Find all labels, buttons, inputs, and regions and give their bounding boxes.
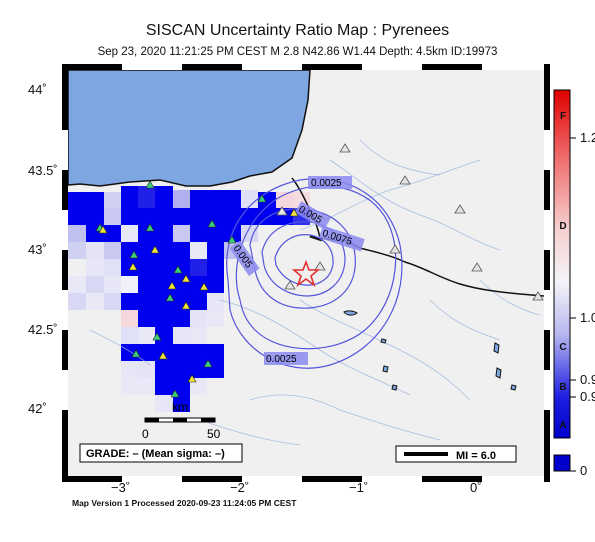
- scale-end-label: 50: [207, 427, 221, 441]
- uncertainty-grid: [68, 186, 310, 412]
- grade-text: GRADE: – (Mean sigma: –): [86, 448, 225, 460]
- contour-lines: [226, 178, 403, 369]
- grade-box: [79, 443, 243, 463]
- scale-start-label: 0: [142, 427, 149, 441]
- colorbar-value-0: 0: [580, 463, 588, 478]
- map-title: SISCAN Uncertainty Ratio Map : Pyrenees: [145, 22, 450, 39]
- colorbar-ticks: [570, 137, 576, 472]
- lat-label-43: 43˚: [28, 242, 47, 257]
- stations-grey: [276, 143, 544, 301]
- colorbar-value-0-9b: 0.9: [580, 389, 595, 404]
- contour-label-0: 0.0025: [311, 178, 342, 189]
- lon-label-minus1: −1˚: [349, 480, 369, 495]
- colorbar-base-swatch: [553, 454, 571, 472]
- mi-label: MI = 6.0: [456, 450, 496, 462]
- mi-bar: [404, 452, 448, 456]
- contour-label-4: 0.0025: [266, 354, 297, 365]
- stations-green: [95, 180, 267, 398]
- colorbar-letter-b: B: [559, 382, 567, 393]
- lon-label-minus3: −3˚: [111, 480, 131, 495]
- stations-yellow: [98, 208, 299, 383]
- lat-label-42: 42˚: [28, 401, 47, 416]
- sea-area: [68, 70, 311, 187]
- lakes: [343, 310, 517, 391]
- scale-bar: [144, 417, 216, 423]
- mi-box: [395, 445, 517, 463]
- map-footer: Map Version 1 Processed 2020-09-23 11:24…: [72, 498, 297, 508]
- lat-label-42-5: 42.5˚: [28, 322, 58, 337]
- colorbar-letter-f: F: [559, 111, 567, 122]
- colorbar-value-1-0: 1.0: [580, 310, 595, 325]
- lon-label-0: 0˚: [470, 480, 482, 495]
- frame-ticks: [62, 64, 550, 482]
- colorbar-letter-a: A: [559, 420, 567, 431]
- colorbar-value-0-9a: 0.9: [580, 372, 595, 387]
- lat-label-44: 44˚: [28, 82, 47, 97]
- map-subtitle: Sep 23, 2020 11:21:25 PM CEST M 2.8 N42.…: [97, 46, 498, 58]
- lon-label-minus2: −2˚: [230, 480, 250, 495]
- colorbar-value-1-2: 1.2: [580, 130, 595, 145]
- colorbar: [553, 89, 571, 439]
- scale-unit-label: km: [172, 400, 188, 414]
- colorbar-letter-c: C: [559, 342, 567, 353]
- lat-label-43-5: 43.5˚: [28, 163, 58, 178]
- rivers: [89, 139, 541, 446]
- colorbar-letter-d: D: [559, 221, 567, 232]
- epicenter-star-icon: [291, 259, 321, 288]
